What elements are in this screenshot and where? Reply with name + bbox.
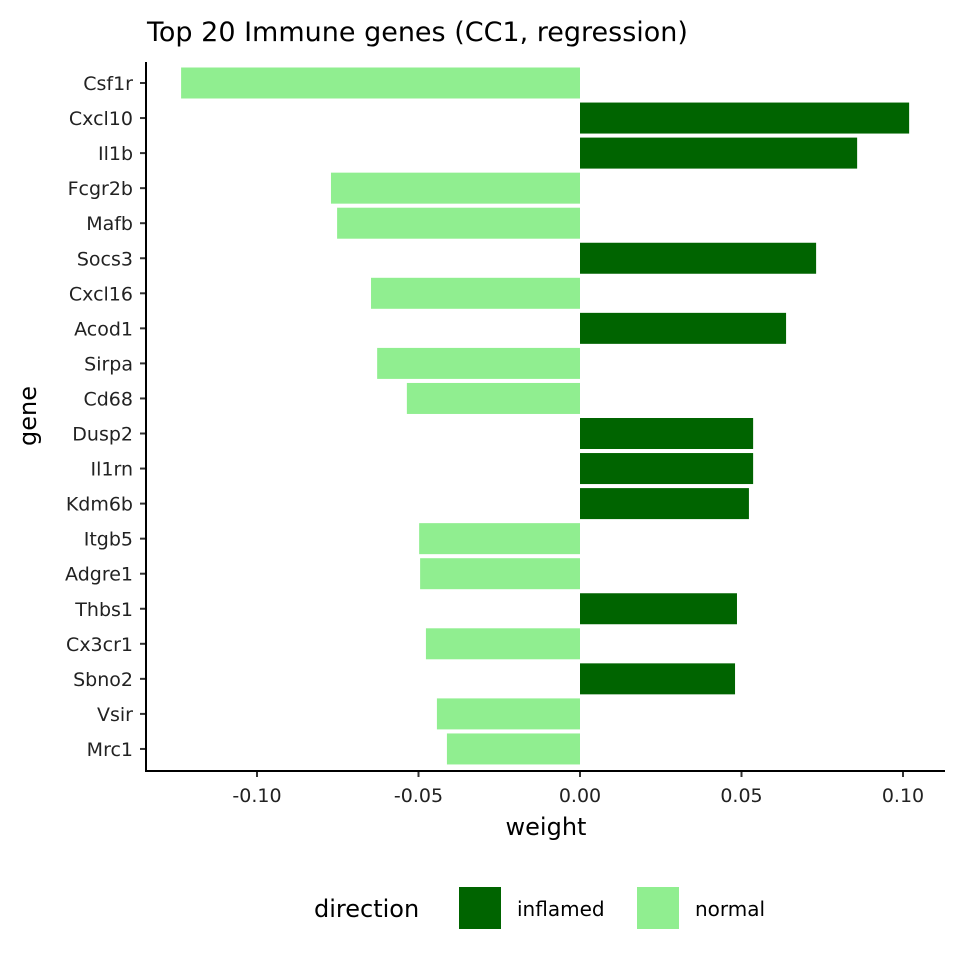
chart-title: Top 20 Immune genes (CC1, regression) — [146, 17, 688, 48]
x-axis-label: weight — [506, 813, 587, 841]
bar-acod1 — [580, 312, 787, 344]
y-tick-label: Csf1r — [83, 73, 133, 95]
y-tick-label: Kdm6b — [66, 494, 133, 516]
y-tick-label: Socs3 — [77, 248, 133, 270]
legend-title: direction — [314, 895, 419, 923]
x-tick-label: -0.05 — [394, 785, 443, 807]
bar-cxcl10 — [580, 102, 910, 134]
bar-sbno2 — [580, 663, 736, 695]
bar-il1b — [580, 137, 858, 169]
y-tick-label: Fcgr2b — [68, 178, 133, 200]
x-tick-label: 0.05 — [720, 785, 762, 807]
x-tick-label: -0.10 — [232, 785, 281, 807]
bar-cx3cr1 — [425, 628, 580, 660]
bars-group — [181, 67, 910, 765]
y-tick-label: Cxcl10 — [69, 108, 133, 130]
legend-swatch-normal — [637, 887, 679, 929]
y-tick-label: Thbs1 — [74, 599, 133, 621]
y-tick-label: Cd68 — [83, 388, 133, 410]
bar-csf1r — [181, 67, 580, 99]
bar-socs3 — [580, 242, 817, 274]
legend-label-normal: normal — [695, 897, 765, 921]
legend-swatch-inflamed — [459, 887, 501, 929]
y-tick-label: Sirpa — [84, 353, 133, 375]
x-tick-label: 0.00 — [559, 785, 601, 807]
x-tick-labels: -0.10 -0.05 0.00 0.05 0.10 — [232, 771, 924, 807]
y-axis-label: gene — [14, 386, 42, 446]
bar-thbs1 — [580, 593, 737, 625]
y-tick-label: Dusp2 — [72, 424, 133, 446]
legend-label-inflamed: inflamed — [517, 897, 605, 921]
y-tick-label: Sbno2 — [73, 669, 133, 691]
y-tick-label: Mrc1 — [87, 739, 133, 761]
bar-mafb — [337, 207, 580, 239]
bar-adgre1 — [420, 558, 580, 590]
bar-kdm6b — [580, 488, 749, 520]
bar-il1rn — [580, 453, 754, 485]
y-tick-label: Vsir — [97, 704, 133, 726]
x-tick-label: 0.10 — [882, 785, 924, 807]
bar-sirpa — [377, 347, 580, 379]
y-tick-label: Il1b — [98, 143, 133, 165]
y-tick-label: Il1rn — [91, 459, 134, 481]
y-tick-label: Cxcl16 — [69, 283, 133, 305]
y-tick-label: Cx3cr1 — [66, 634, 133, 656]
bar-mrc1 — [446, 733, 580, 765]
y-tick-label: Adgre1 — [65, 564, 133, 586]
bar-vsir — [436, 698, 580, 730]
bar-dusp2 — [580, 418, 754, 449]
bar-cxcl16 — [371, 277, 580, 309]
bar-cd68 — [406, 382, 580, 414]
bar-itgb5 — [419, 523, 580, 555]
bar-fcgr2b — [330, 172, 580, 204]
legend: direction inflamed normal — [314, 887, 765, 929]
y-tick-label: Acod1 — [74, 318, 133, 340]
y-tick-labels: Csf1r Cxcl10 Il1b Fcgr2b Mafb Socs3 Cxcl16 Acod… — [65, 73, 146, 761]
y-tick-label: Mafb — [86, 213, 133, 235]
y-tick-label: Itgb5 — [84, 529, 133, 551]
